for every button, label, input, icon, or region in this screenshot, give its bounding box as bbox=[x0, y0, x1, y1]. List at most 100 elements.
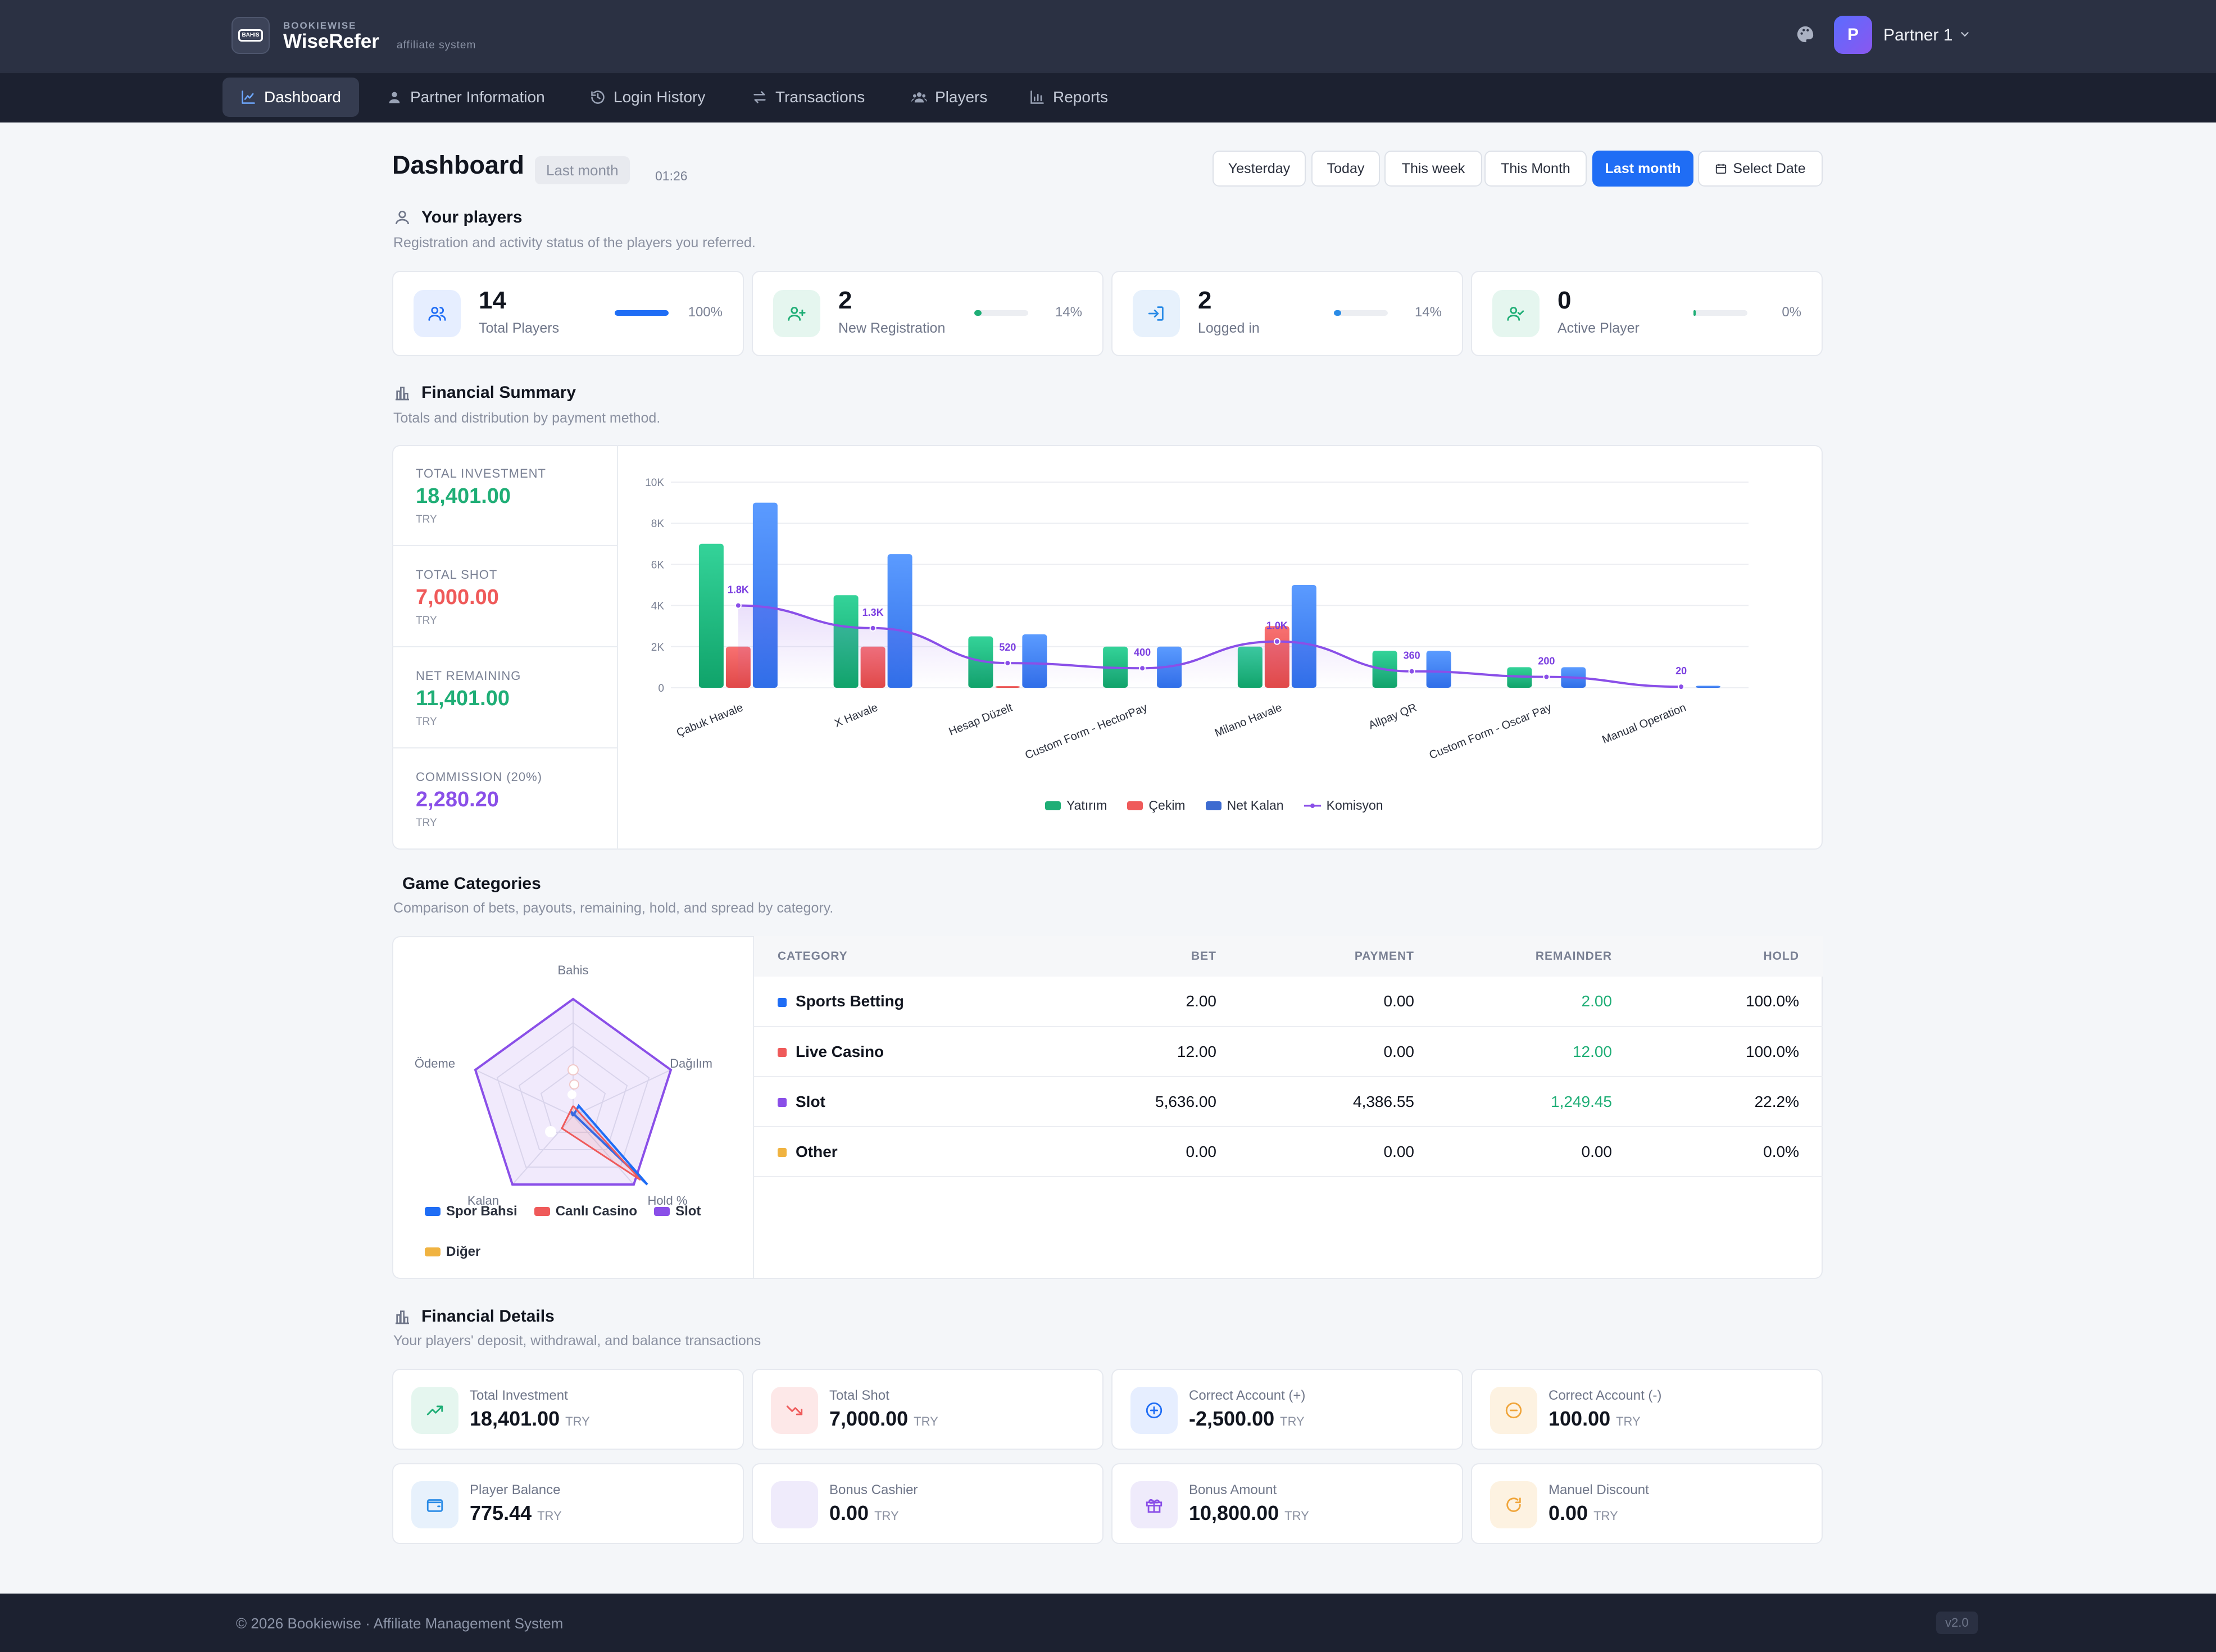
detail-card: Total Investment 18,401.00 TRY bbox=[392, 1369, 744, 1450]
fin-currency: TRY bbox=[416, 514, 437, 525]
range-this-month[interactable]: This Month bbox=[1484, 151, 1587, 187]
komisyon-label: 1.3K bbox=[862, 607, 884, 618]
cell-remainder: 0.00 bbox=[1438, 1127, 1636, 1177]
legend-komisyon[interactable]: Komisyon bbox=[1304, 798, 1383, 813]
brand-name[interactable]: WiseRefer bbox=[283, 30, 379, 52]
cell-remainder: 1,249.45 bbox=[1438, 1077, 1636, 1127]
range-last-month[interactable]: Last month bbox=[1592, 151, 1693, 187]
detail-value: 0.00 TRY bbox=[829, 1501, 899, 1525]
legend-label: Çekim bbox=[1148, 798, 1186, 813]
table-row[interactable]: Other 0.00 0.00 0.00 0.0% bbox=[754, 1127, 1823, 1177]
palette-icon[interactable] bbox=[1796, 25, 1815, 44]
detail-label: Bonus Amount bbox=[1189, 1482, 1277, 1497]
user-plus-icon bbox=[788, 306, 806, 321]
net-remaining: NET REMAINING 11,401.00 TRY bbox=[392, 647, 617, 748]
table-row[interactable]: Sports Betting 2.00 0.00 2.00 100.0% bbox=[754, 977, 1823, 1027]
radar-legend-item[interactable]: Canlı Casino bbox=[534, 1204, 637, 1219]
legend-swatch bbox=[1127, 801, 1143, 810]
table-row[interactable]: Slot 5,636.00 4,386.55 1,249.45 22.2% bbox=[754, 1077, 1823, 1127]
top-bar: BAHIS BOOKIEWISE WiseRefer affiliate sys… bbox=[0, 0, 2216, 72]
trend-down-icon bbox=[786, 1405, 803, 1415]
stat-card: 0 Active Player 0% bbox=[1471, 271, 1823, 356]
legend-net-kalan[interactable]: Net Kalan bbox=[1205, 798, 1284, 813]
detail-value: 7,000.00 TRY bbox=[829, 1407, 938, 1431]
radar-legend-item[interactable]: Spor Bahsi bbox=[425, 1204, 517, 1219]
footer: © 2026 Bookiewise · Affiliate Management… bbox=[0, 1594, 2216, 1652]
detail-icon-wrap bbox=[1490, 1387, 1537, 1434]
range-select-date[interactable]: Select Date bbox=[1698, 151, 1823, 187]
detail-currency: TRY bbox=[1284, 1509, 1309, 1523]
col-remainder[interactable]: REMAINDER bbox=[1438, 936, 1636, 977]
nav-label: Login History bbox=[614, 88, 706, 106]
col-category[interactable]: CATEGORY bbox=[754, 936, 1046, 977]
stat-card: 2 Logged in 14% bbox=[1111, 271, 1463, 356]
detail-icon-wrap bbox=[1130, 1481, 1178, 1528]
nav-transactions[interactable]: Transactions bbox=[734, 78, 883, 117]
user-name[interactable]: Partner 1 bbox=[1883, 26, 1953, 44]
cell-bet: 0.00 bbox=[1046, 1127, 1240, 1177]
section-label: Your players bbox=[421, 208, 523, 226]
nav-dashboard[interactable]: Dashboard bbox=[222, 78, 359, 117]
detail-label: Bonus Cashier bbox=[829, 1482, 918, 1497]
komisyon-label: 400 bbox=[1134, 647, 1151, 658]
chart-line-icon bbox=[242, 90, 255, 104]
y-tick-label: 4K bbox=[651, 601, 665, 612]
detail-currency: TRY bbox=[537, 1509, 562, 1523]
progress-track bbox=[974, 310, 1028, 316]
avatar[interactable]: P bbox=[1834, 16, 1872, 54]
legend-swatch bbox=[534, 1207, 550, 1216]
komisyon-point bbox=[1543, 673, 1550, 680]
fin-label: TOTAL INVESTMENT bbox=[416, 466, 546, 480]
category-dot bbox=[778, 1048, 787, 1058]
calendar-icon bbox=[1716, 164, 1727, 174]
detail-card: Total Shot 7,000.00 TRY bbox=[752, 1369, 1104, 1450]
col-payment[interactable]: PAYMENT bbox=[1240, 936, 1438, 977]
detail-card: Bonus Cashier 0.00 TRY bbox=[752, 1463, 1104, 1544]
radar-legend-item[interactable]: Diğer bbox=[425, 1244, 480, 1260]
legend-swatch bbox=[425, 1207, 441, 1216]
users-icon bbox=[428, 306, 446, 321]
users-icon bbox=[911, 92, 927, 103]
komisyon-point bbox=[1273, 638, 1280, 645]
range-today[interactable]: Today bbox=[1311, 151, 1380, 187]
nav-login-history[interactable]: Login History bbox=[572, 78, 723, 117]
range-this-week[interactable]: This week bbox=[1384, 151, 1482, 187]
legend-yatirim[interactable]: Yatırım bbox=[1045, 798, 1107, 813]
stat-card: 14 Total Players 100% bbox=[392, 271, 744, 356]
table-row[interactable]: Live Casino 12.00 0.00 12.00 100.0% bbox=[754, 1027, 1823, 1077]
user-icon bbox=[396, 211, 409, 225]
stat-value: 2 bbox=[838, 287, 852, 314]
nav-partner-information[interactable]: Partner Information bbox=[369, 78, 563, 117]
komisyon-point bbox=[1408, 668, 1415, 675]
x-tick-label: Milano Havale bbox=[1213, 701, 1284, 739]
building-icon bbox=[396, 1310, 409, 1324]
plus-circle-icon bbox=[1146, 1402, 1163, 1419]
legend-cekim[interactable]: Çekim bbox=[1127, 798, 1186, 813]
detail-currency: TRY bbox=[1616, 1414, 1641, 1428]
nav-label: Dashboard bbox=[264, 88, 341, 106]
nav-players[interactable]: Players bbox=[893, 78, 1005, 117]
stat-percent: 0% bbox=[1782, 305, 1801, 320]
komisyon-point bbox=[1004, 660, 1011, 667]
stat-label: New Registration bbox=[838, 320, 946, 336]
cell-hold: 100.0% bbox=[1636, 977, 1823, 1027]
detail-card: Correct Account (+) -2,500.00 TRY bbox=[1111, 1369, 1463, 1450]
cell-payment: 4,386.55 bbox=[1240, 1077, 1438, 1127]
cell-hold: 0.0% bbox=[1636, 1127, 1823, 1177]
detail-label: Manuel Discount bbox=[1549, 1482, 1649, 1497]
chevron-down-icon[interactable] bbox=[1959, 28, 1971, 40]
progress-fill bbox=[1334, 310, 1342, 316]
y-tick-label: 2K bbox=[651, 642, 665, 653]
brand-logo[interactable]: BAHIS bbox=[231, 17, 270, 54]
radar-legend-item[interactable]: Slot bbox=[654, 1204, 701, 1219]
radar-casino-line bbox=[561, 1105, 642, 1181]
legend-label: Spor Bahsi bbox=[446, 1204, 517, 1219]
komisyon-label: 360 bbox=[1404, 650, 1420, 661]
col-hold[interactable]: HOLD bbox=[1636, 936, 1823, 977]
col-bet[interactable]: BET bbox=[1046, 936, 1240, 977]
detail-icon-wrap bbox=[411, 1387, 458, 1434]
detail-amount: 10,800.00 bbox=[1189, 1501, 1279, 1524]
y-tick-label: 0 bbox=[658, 683, 664, 695]
range-yesterday[interactable]: Yesterday bbox=[1213, 151, 1306, 187]
nav-reports[interactable]: Reports bbox=[1011, 78, 1126, 117]
